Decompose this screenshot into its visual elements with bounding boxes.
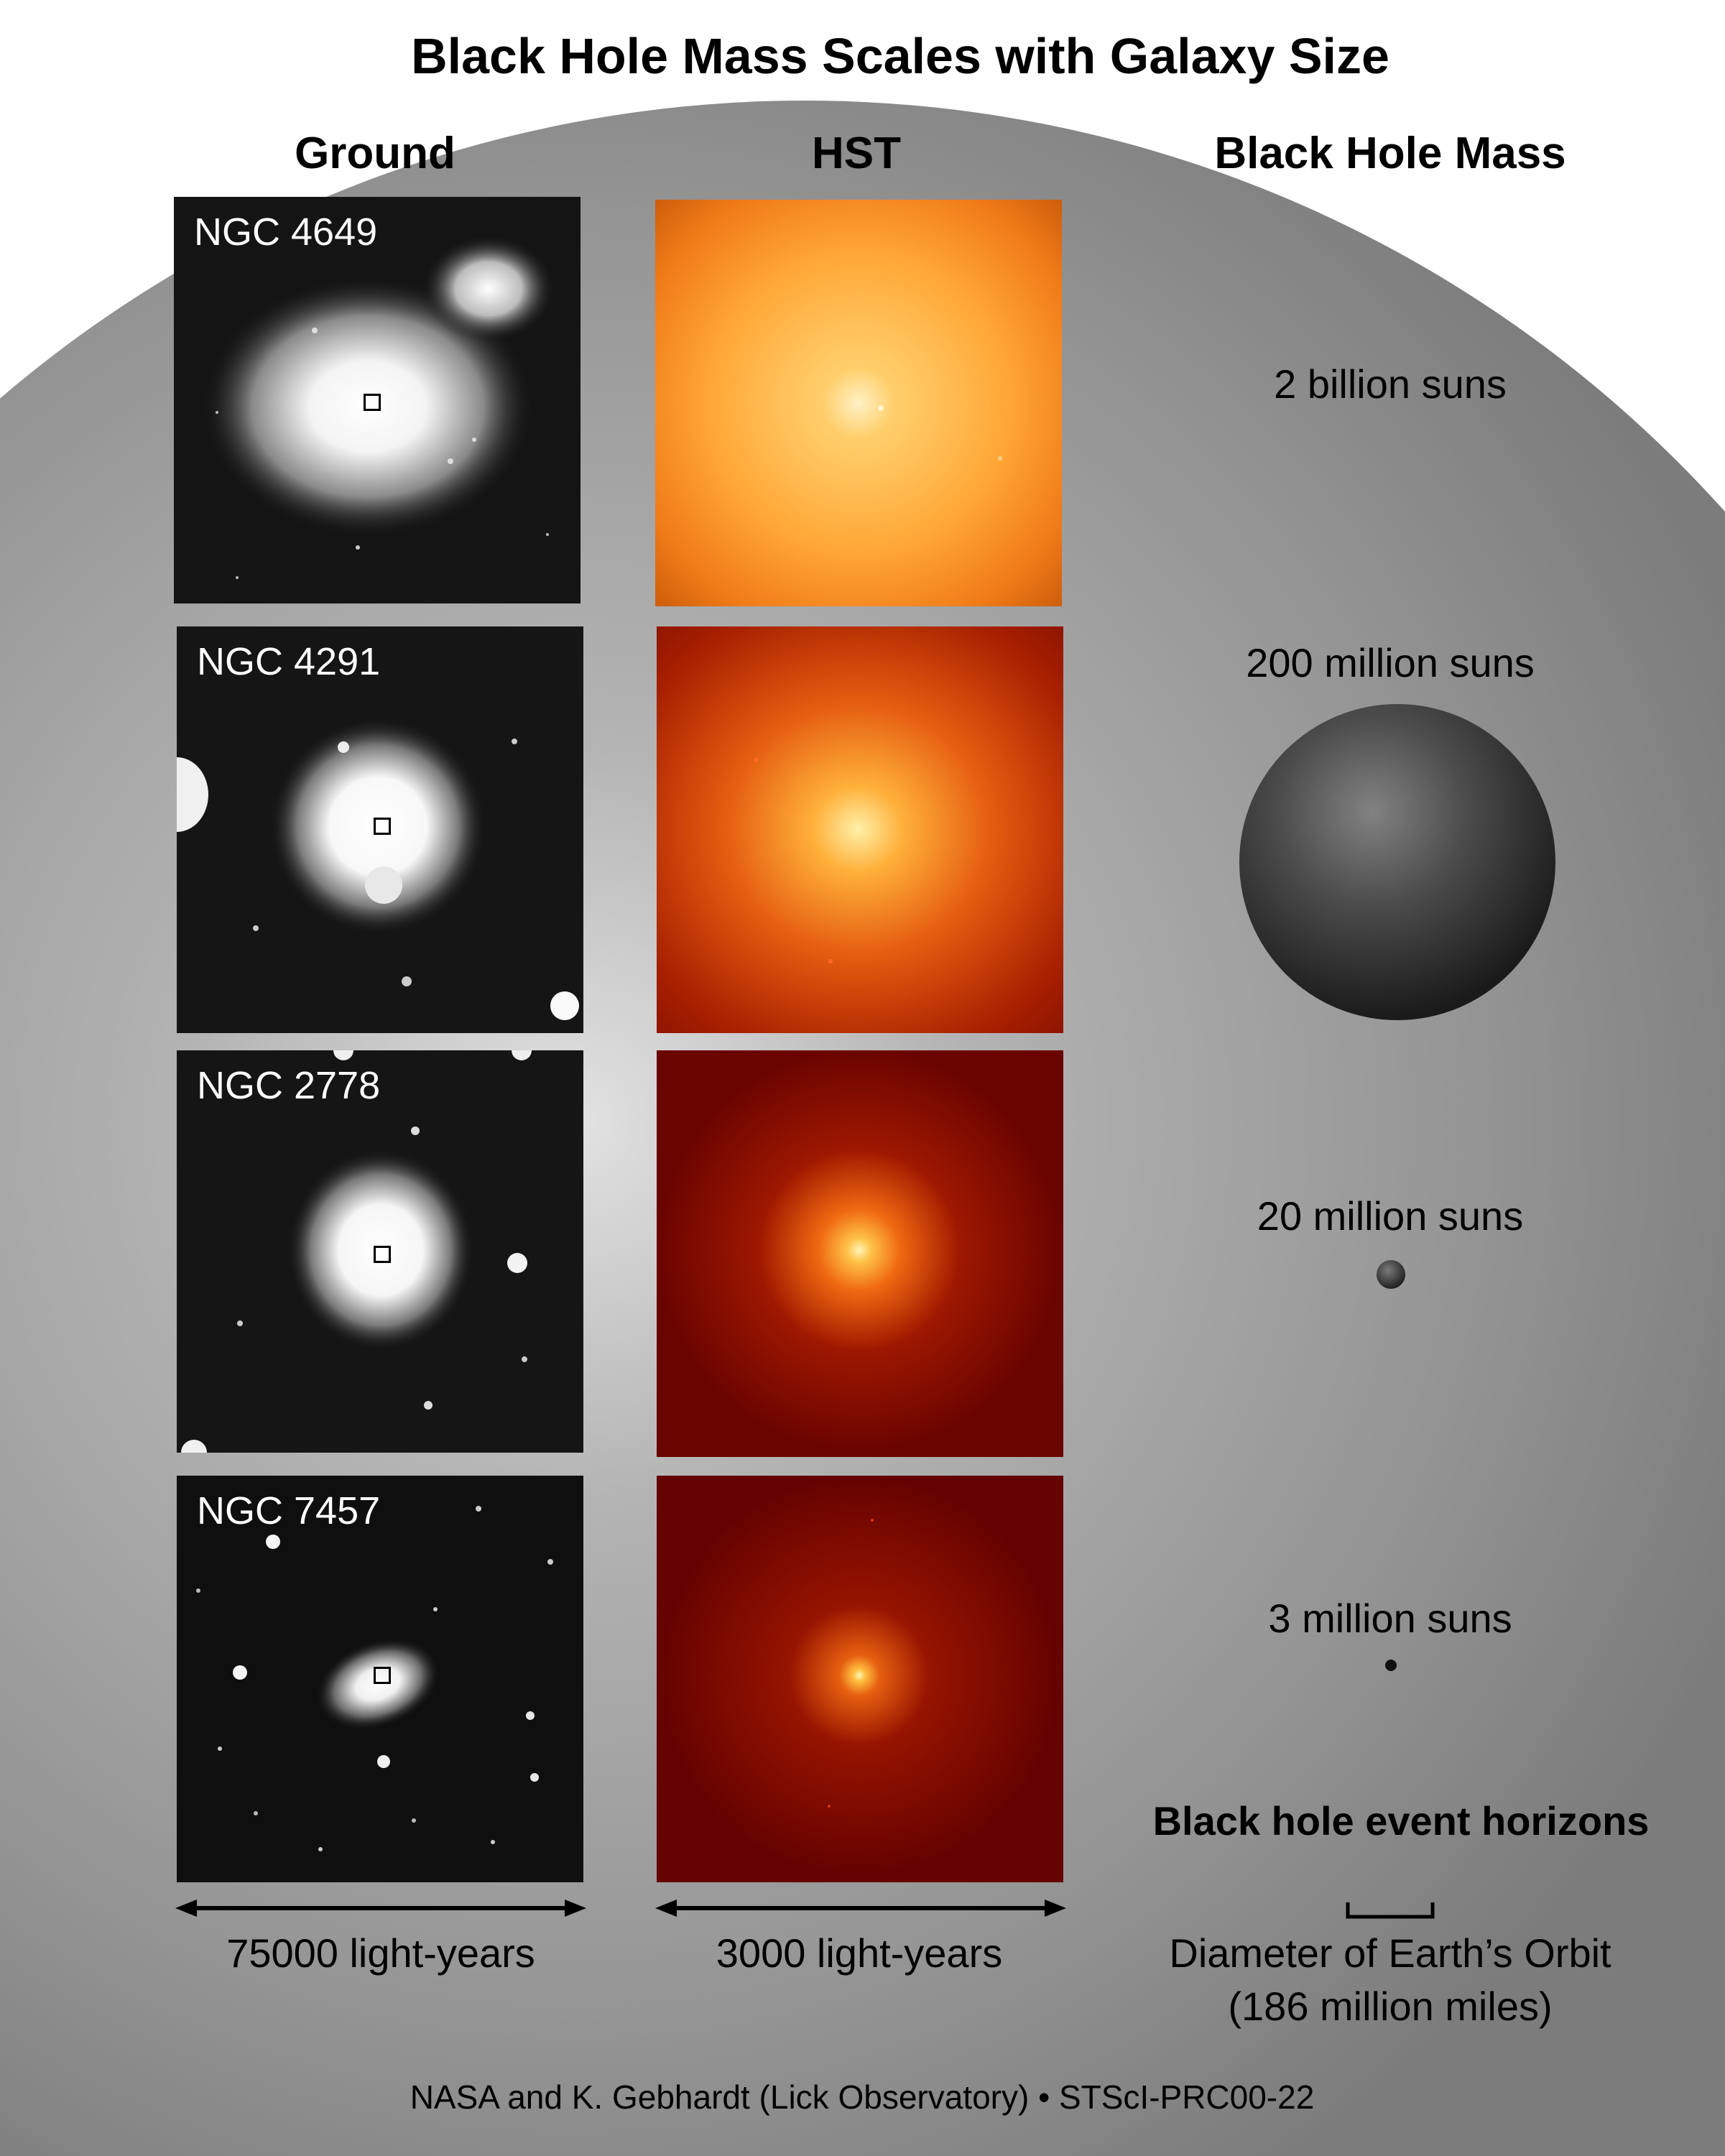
- black-hole-sphere-ngc2778: [1377, 1260, 1405, 1289]
- hst-scale-arrow: [655, 1900, 1066, 1917]
- black-hole-sphere-ngc4291: [1239, 704, 1555, 1020]
- center-marker: [374, 1667, 391, 1684]
- column-header-mass: Black Hole Mass: [1214, 129, 1566, 178]
- ground-scale-arrow: [175, 1900, 586, 1917]
- column-header-hst: HST: [812, 129, 901, 178]
- galaxy-name-label: NGC 4291: [197, 640, 381, 683]
- center-marker: [374, 1246, 391, 1263]
- legend-earth-orbit-line1: Diameter of Earth’s Orbit: [1169, 1930, 1611, 1976]
- galaxy-name-label: NGC 7457: [197, 1489, 381, 1532]
- center-marker: [374, 818, 391, 835]
- galaxy-name-label: NGC 2778: [197, 1064, 381, 1107]
- legend-earth-orbit-line2: (186 million miles): [1228, 1984, 1553, 2029]
- mass-label-ngc2778: 20 million suns: [1257, 1193, 1524, 1239]
- mass-label-ngc7457: 3 million suns: [1268, 1596, 1512, 1641]
- mass-label-ngc4291: 200 million suns: [1246, 640, 1535, 685]
- credit-line: NASA and K. Gebhardt (Lick Observatory) …: [410, 2078, 1315, 2116]
- black-hole-sphere-ngc7457: [1385, 1660, 1397, 1671]
- column-header-ground: Ground: [295, 129, 455, 178]
- ground-image-ngc4649: NGC 4649: [174, 197, 581, 603]
- page-title: Black Hole Mass Scales with Galaxy Size: [411, 28, 1389, 84]
- galaxy-name-label: NGC 4649: [194, 210, 378, 254]
- ground-image-ngc7457: NGC 7457: [177, 1476, 583, 1882]
- hst-image-ngc7457: [657, 1476, 1063, 1882]
- mass-label-ngc4649: 2 billion suns: [1274, 361, 1507, 407]
- center-marker: [364, 394, 381, 411]
- hst-image-ngc2778: [657, 1050, 1063, 1457]
- ground-scale-label: 75000 light-years: [226, 1930, 535, 1976]
- hst-image-ngc4649: [655, 200, 1062, 606]
- hst-image-ngc4291: [657, 626, 1063, 1033]
- earth-orbit-scale-bar: [1346, 1902, 1435, 1919]
- hst-scale-label: 3000 light-years: [716, 1930, 1003, 1976]
- ground-image-ngc2778: NGC 2778: [177, 1050, 583, 1453]
- ground-image-ngc4291: NGC 4291: [177, 626, 583, 1033]
- legend-heading: Black hole event horizons: [1152, 1798, 1650, 1843]
